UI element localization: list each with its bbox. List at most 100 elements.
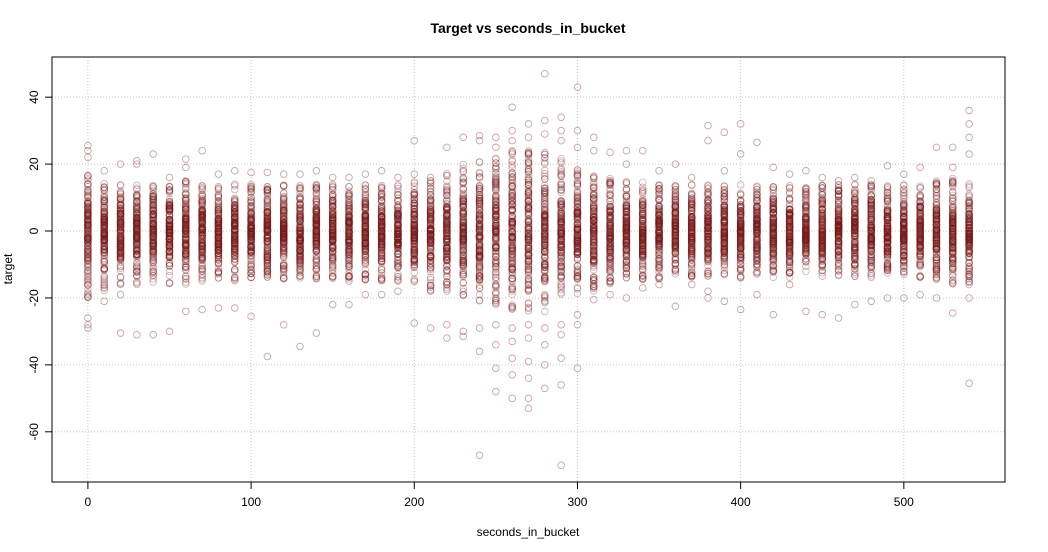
data-point	[100, 228, 108, 236]
data-point	[84, 211, 92, 219]
data-point	[100, 183, 108, 191]
data-point	[84, 229, 92, 238]
data-point	[84, 219, 92, 228]
data-point	[84, 289, 92, 297]
data-point	[100, 239, 108, 247]
data-point	[116, 239, 125, 247]
data-point	[84, 215, 92, 224]
data-point	[165, 271, 174, 280]
data-point	[100, 236, 108, 245]
data-point	[116, 273, 125, 282]
data-point	[116, 187, 125, 196]
data-point	[84, 256, 92, 265]
data-point	[100, 226, 108, 234]
data-point	[84, 233, 92, 242]
data-point	[84, 219, 92, 227]
data-point	[84, 261, 92, 269]
data-point	[84, 226, 92, 234]
data-point	[84, 245, 92, 254]
data-point	[100, 220, 108, 229]
data-point	[100, 232, 108, 240]
data-point	[84, 231, 92, 240]
data-point	[84, 207, 92, 216]
data-point	[100, 238, 108, 247]
data-point	[84, 245, 92, 253]
data-point	[100, 221, 108, 229]
data-point	[84, 251, 92, 260]
data-point	[116, 248, 125, 256]
data-point	[116, 224, 125, 232]
data-point	[100, 249, 108, 257]
data-point	[84, 202, 92, 210]
data-point	[116, 250, 125, 259]
data-point	[100, 228, 108, 237]
data-point	[116, 210, 125, 219]
data-point	[116, 245, 125, 254]
data-point	[84, 205, 92, 214]
data-point	[84, 172, 92, 180]
data-point	[116, 213, 125, 222]
data-point	[100, 215, 108, 224]
data-point	[116, 254, 125, 262]
data-point	[84, 222, 92, 231]
data-point	[100, 226, 108, 234]
data-point	[100, 258, 108, 266]
data-point	[116, 218, 125, 226]
data-point	[100, 242, 108, 251]
data-point	[100, 235, 108, 244]
data-point	[84, 244, 92, 252]
data-point	[84, 269, 92, 277]
data-point	[100, 213, 108, 221]
data-point	[84, 233, 92, 242]
data-point	[100, 193, 108, 201]
data-point	[116, 195, 125, 204]
data-point	[100, 213, 108, 222]
data-point	[100, 230, 108, 238]
data-point	[100, 236, 108, 245]
data-point	[100, 234, 108, 243]
data-point	[116, 206, 125, 215]
data-point	[100, 275, 108, 283]
data-point	[84, 242, 92, 250]
data-point	[100, 202, 108, 211]
data-point	[116, 218, 125, 227]
data-point	[116, 232, 125, 241]
data-point	[84, 203, 92, 212]
data-point	[84, 226, 92, 235]
data-point	[100, 284, 108, 293]
data-point	[84, 234, 92, 242]
data-point	[116, 215, 125, 223]
data-point	[116, 238, 125, 246]
data-point	[116, 192, 125, 201]
data-point	[116, 236, 125, 245]
data-point	[116, 225, 125, 234]
data-point	[84, 222, 92, 230]
data-point	[84, 259, 92, 267]
data-point	[84, 234, 92, 242]
data-point	[475, 158, 484, 167]
data-point	[100, 211, 108, 219]
data-point	[84, 229, 92, 237]
grid-lines	[52, 57, 1005, 482]
data-point	[116, 239, 125, 248]
data-point	[100, 231, 108, 239]
data-point	[84, 274, 92, 282]
data-point	[84, 176, 92, 184]
data-point	[84, 223, 92, 231]
data-point	[116, 235, 125, 244]
data-point	[100, 242, 108, 250]
data-point	[84, 216, 92, 225]
data-point	[84, 233, 92, 242]
data-point	[84, 248, 92, 256]
data-point	[100, 243, 108, 251]
data-point	[84, 237, 92, 246]
data-point	[116, 237, 125, 246]
data-point	[116, 262, 125, 270]
data-point	[116, 208, 125, 217]
data-point	[116, 242, 125, 250]
data-point	[116, 195, 125, 204]
data-point	[84, 281, 92, 290]
data-point	[100, 197, 108, 206]
data-point	[116, 234, 125, 243]
data-point	[84, 180, 92, 188]
